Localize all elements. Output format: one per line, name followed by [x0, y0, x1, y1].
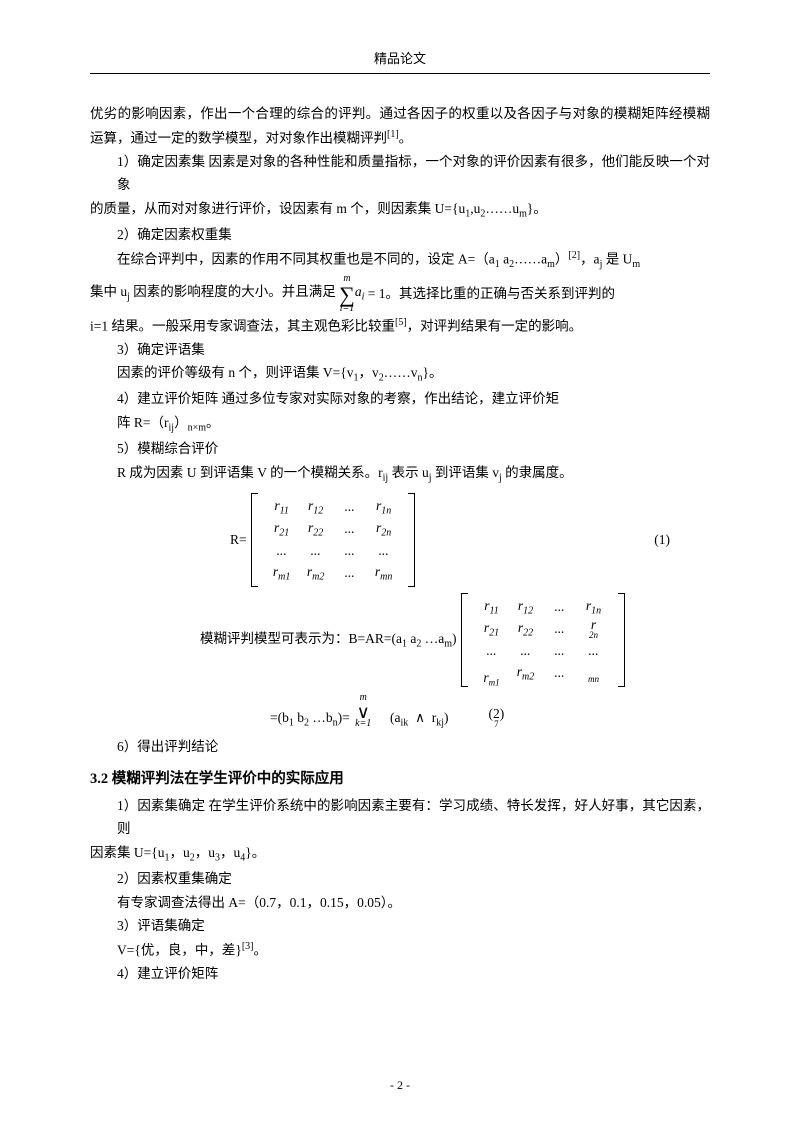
- para-step5-line1: R 成为因素 U 到评语集 V 的一个模糊关系。rij 表示 uj 到评语集 v…: [90, 461, 710, 487]
- para-step4-line2: 阵 R=（rij）n×m。: [90, 411, 710, 437]
- eq2-line: =(b1 b2 …bn)= m ∨ k=1 (aik ∧ rkj) (2)7: [90, 693, 710, 729]
- page-number: - 2 -: [0, 1078, 800, 1093]
- para-step2: 2）确定因素权重集: [90, 223, 710, 247]
- para-step3-line1: 因素的评价等级有 n 个，则评语集 V={v1，v2……vn}。: [90, 361, 710, 387]
- para-step6: 6）得出评判结论: [90, 735, 710, 759]
- eq-num-1: (1): [654, 532, 710, 548]
- matrix-BAR: 模糊评判模型可表示为：B=AR=(a1 a2 …am) r11r12...r1n…: [90, 593, 710, 687]
- s32-p4: 有专家调查法得出 A=（0.7，0.1，0.15，0.05）。: [90, 891, 710, 915]
- section-3-2-heading: 3.2 模糊评判法在学生评价中的实际应用: [90, 767, 710, 788]
- para-step1-cont: 的质量，从而对对象进行评价，设因素有 m 个，则因素集 U={u1,u2……um…: [90, 197, 710, 223]
- eq-num-2: (2)7: [488, 707, 504, 730]
- s32-p2: 因素集 U={u1，u2，u3，u4}。: [90, 841, 710, 867]
- page-container: 精品论文 优劣的影响因素，作出一个合理的综合的评判。通过各因子的权重以及各因子与…: [0, 0, 800, 1046]
- s32-p7: 4）建立评价矩阵: [90, 962, 710, 986]
- header-title: 精品论文: [90, 48, 710, 67]
- para-step3: 3）确定评语集: [90, 338, 710, 362]
- para-step2-line2: 集中 uj 因素的影响程度的大小。并且满足 m ∑ i=1 ai = 1。其选择…: [90, 274, 710, 314]
- para-step1: 1）确定因素集 因素是对象的各种性能和质量指标，一个对象的评价因素有很多，他们能…: [90, 150, 710, 197]
- s32-p3: 2）因素权重集确定: [90, 867, 710, 891]
- para-step2-line1: 在综合评判中，因素的作用不同其权重也是不同的，设定 A=（a1 a2……am）[…: [90, 247, 710, 274]
- para-step4: 4）建立评价矩阵 通过多位专家对实际对象的考察，作出结论，建立评价矩: [90, 387, 710, 411]
- para-step2-line3: i=1 结果。一般采用专家调查法，其主观色彩比较重[5]，对评判结果有一定的影响…: [90, 314, 710, 338]
- s32-p1: 1）因素集确定 在学生评价系统中的影响因素主要有：学习成绩、特长发挥，好人好事，…: [90, 794, 710, 841]
- summation: m ∑ i=1: [339, 274, 355, 314]
- para-intro-1: 优劣的影响因素，作出一个合理的综合的评判。通过各因子的权重以及各因子与对象的模糊…: [90, 102, 710, 150]
- header-rule: [90, 73, 710, 74]
- s32-p5: 3）评语集确定: [90, 914, 710, 938]
- para-step5: 5）模糊综合评价: [90, 437, 710, 461]
- s32-p6: V={优，良，中，差}[3]。: [90, 938, 710, 962]
- matrix-R: R= r11r12...r1n r21r22...r2n ...........…: [90, 493, 710, 587]
